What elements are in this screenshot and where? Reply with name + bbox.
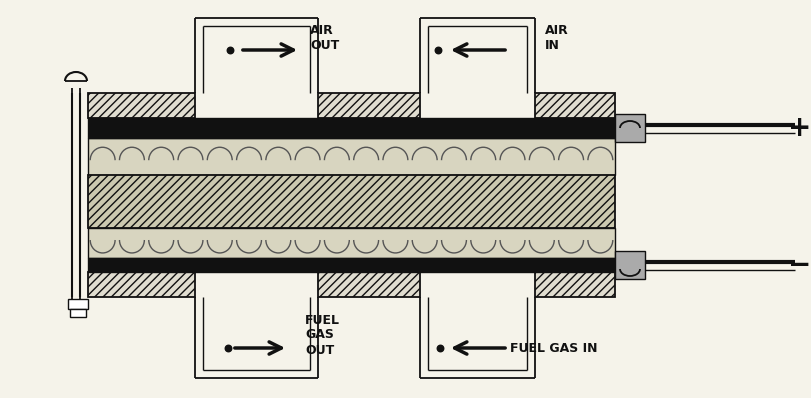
Bar [88,118,614,138]
Bar [456,126,474,138]
Bar [250,258,268,270]
Bar [594,258,611,270]
Bar [502,258,520,270]
Bar [273,258,291,270]
Text: AIR
IN: AIR IN [544,24,568,52]
Point [223,47,236,53]
Bar [525,126,543,138]
Text: −: − [787,251,811,279]
Bar [250,126,268,138]
Bar [88,175,614,228]
Bar [204,126,222,138]
Bar [594,126,611,138]
Bar [614,251,644,279]
Bar [433,258,451,270]
Bar [456,258,474,270]
Bar [341,126,359,138]
Bar [410,258,428,270]
Bar [388,258,406,270]
Bar [318,93,419,118]
Bar [319,258,337,270]
Bar [68,299,88,309]
Bar [88,138,614,175]
Bar [135,258,153,270]
Bar [88,272,195,297]
Bar [570,258,589,270]
Bar [534,93,614,118]
Bar [534,272,614,297]
Point [221,345,234,351]
Bar [158,258,177,270]
Text: +: + [787,114,811,142]
Bar [410,126,428,138]
Bar [135,126,153,138]
Bar [88,258,614,272]
Bar [227,258,245,270]
Bar [479,258,497,270]
Text: FUEL
GAS
OUT: FUEL GAS OUT [305,314,340,357]
Bar [364,258,383,270]
Bar [479,126,497,138]
Text: AIR
OUT: AIR OUT [310,24,339,52]
Bar [90,258,108,270]
Bar [296,258,314,270]
Bar [318,272,419,297]
Bar [182,126,200,138]
Bar [90,126,108,138]
Point [433,345,446,351]
Bar [88,228,614,258]
Bar [70,309,86,317]
Bar [388,126,406,138]
Bar [296,126,314,138]
Bar [570,126,589,138]
Bar [364,126,383,138]
Bar [113,258,131,270]
Text: FUEL GAS IN: FUEL GAS IN [509,341,597,355]
Bar [319,126,337,138]
Bar [614,114,644,142]
Bar [113,126,131,138]
Bar [204,258,222,270]
Bar [547,258,565,270]
Bar [182,258,200,270]
Bar [525,258,543,270]
Bar [502,126,520,138]
Bar [547,126,565,138]
Bar [158,126,177,138]
Bar [433,126,451,138]
Bar [273,126,291,138]
Bar [88,93,195,118]
Point [431,47,444,53]
Bar [227,126,245,138]
Bar [341,258,359,270]
